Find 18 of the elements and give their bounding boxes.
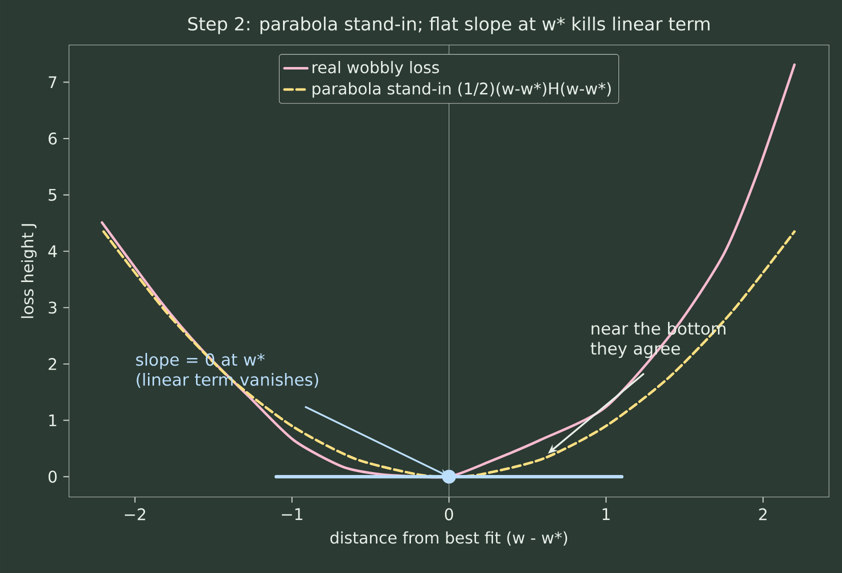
y-tick-label: 2 (48, 358, 56, 370)
legend-label: parabola stand-in (1/2)(w-w*)H(w-w*) (312, 82, 611, 98)
x-tick-label: −2 (124, 508, 146, 520)
x-tick-label: 0 (444, 508, 454, 520)
x-tick-label: 1 (602, 508, 610, 520)
x-tick-label: −1 (282, 508, 302, 520)
x-axis-title: distance from best fit (w - w*) (330, 531, 568, 546)
y-tick-label: 6 (48, 132, 57, 145)
y-tick-label: 1 (49, 414, 56, 426)
y-tick-label: 4 (48, 245, 57, 258)
y-axis-title: loss height J (21, 224, 37, 318)
x-tick-label: 2 (759, 508, 767, 520)
y-tick-label: 3 (48, 302, 56, 314)
y-tick-label: 5 (48, 188, 56, 201)
y-tick-label: 0 (48, 470, 57, 483)
y-tick-label: 7 (48, 76, 56, 88)
chart-title: Step 2: parabola stand-in; flat slope at w* kills linear term (188, 16, 710, 34)
legend-label: real wobbly loss (312, 60, 439, 76)
